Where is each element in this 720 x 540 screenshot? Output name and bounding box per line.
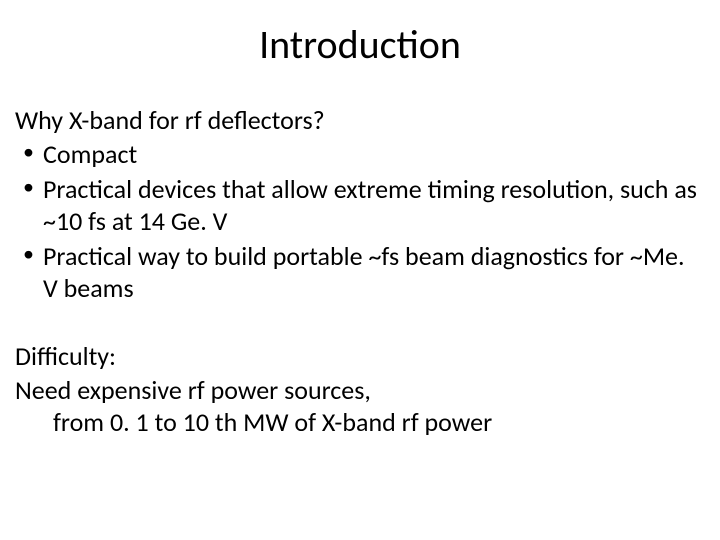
intro-question: Why X-band for rf deflectors? xyxy=(15,104,705,136)
bullet-item: Practical devices that allow extreme tim… xyxy=(15,173,705,238)
bullet-item: Practical way to build portable ~fs beam… xyxy=(15,240,705,305)
difficulty-text-line1: Need expensive rf power sources, xyxy=(15,374,705,407)
difficulty-label: Difficulty: xyxy=(15,340,705,372)
bullet-item: Compact xyxy=(15,138,705,171)
difficulty-text-line2: from 0. 1 to 10 th MW of X-band rf power xyxy=(15,406,705,439)
bullet-list: Compact Practical devices that allow ext… xyxy=(15,138,705,305)
slide-title: Introduction xyxy=(15,20,705,69)
